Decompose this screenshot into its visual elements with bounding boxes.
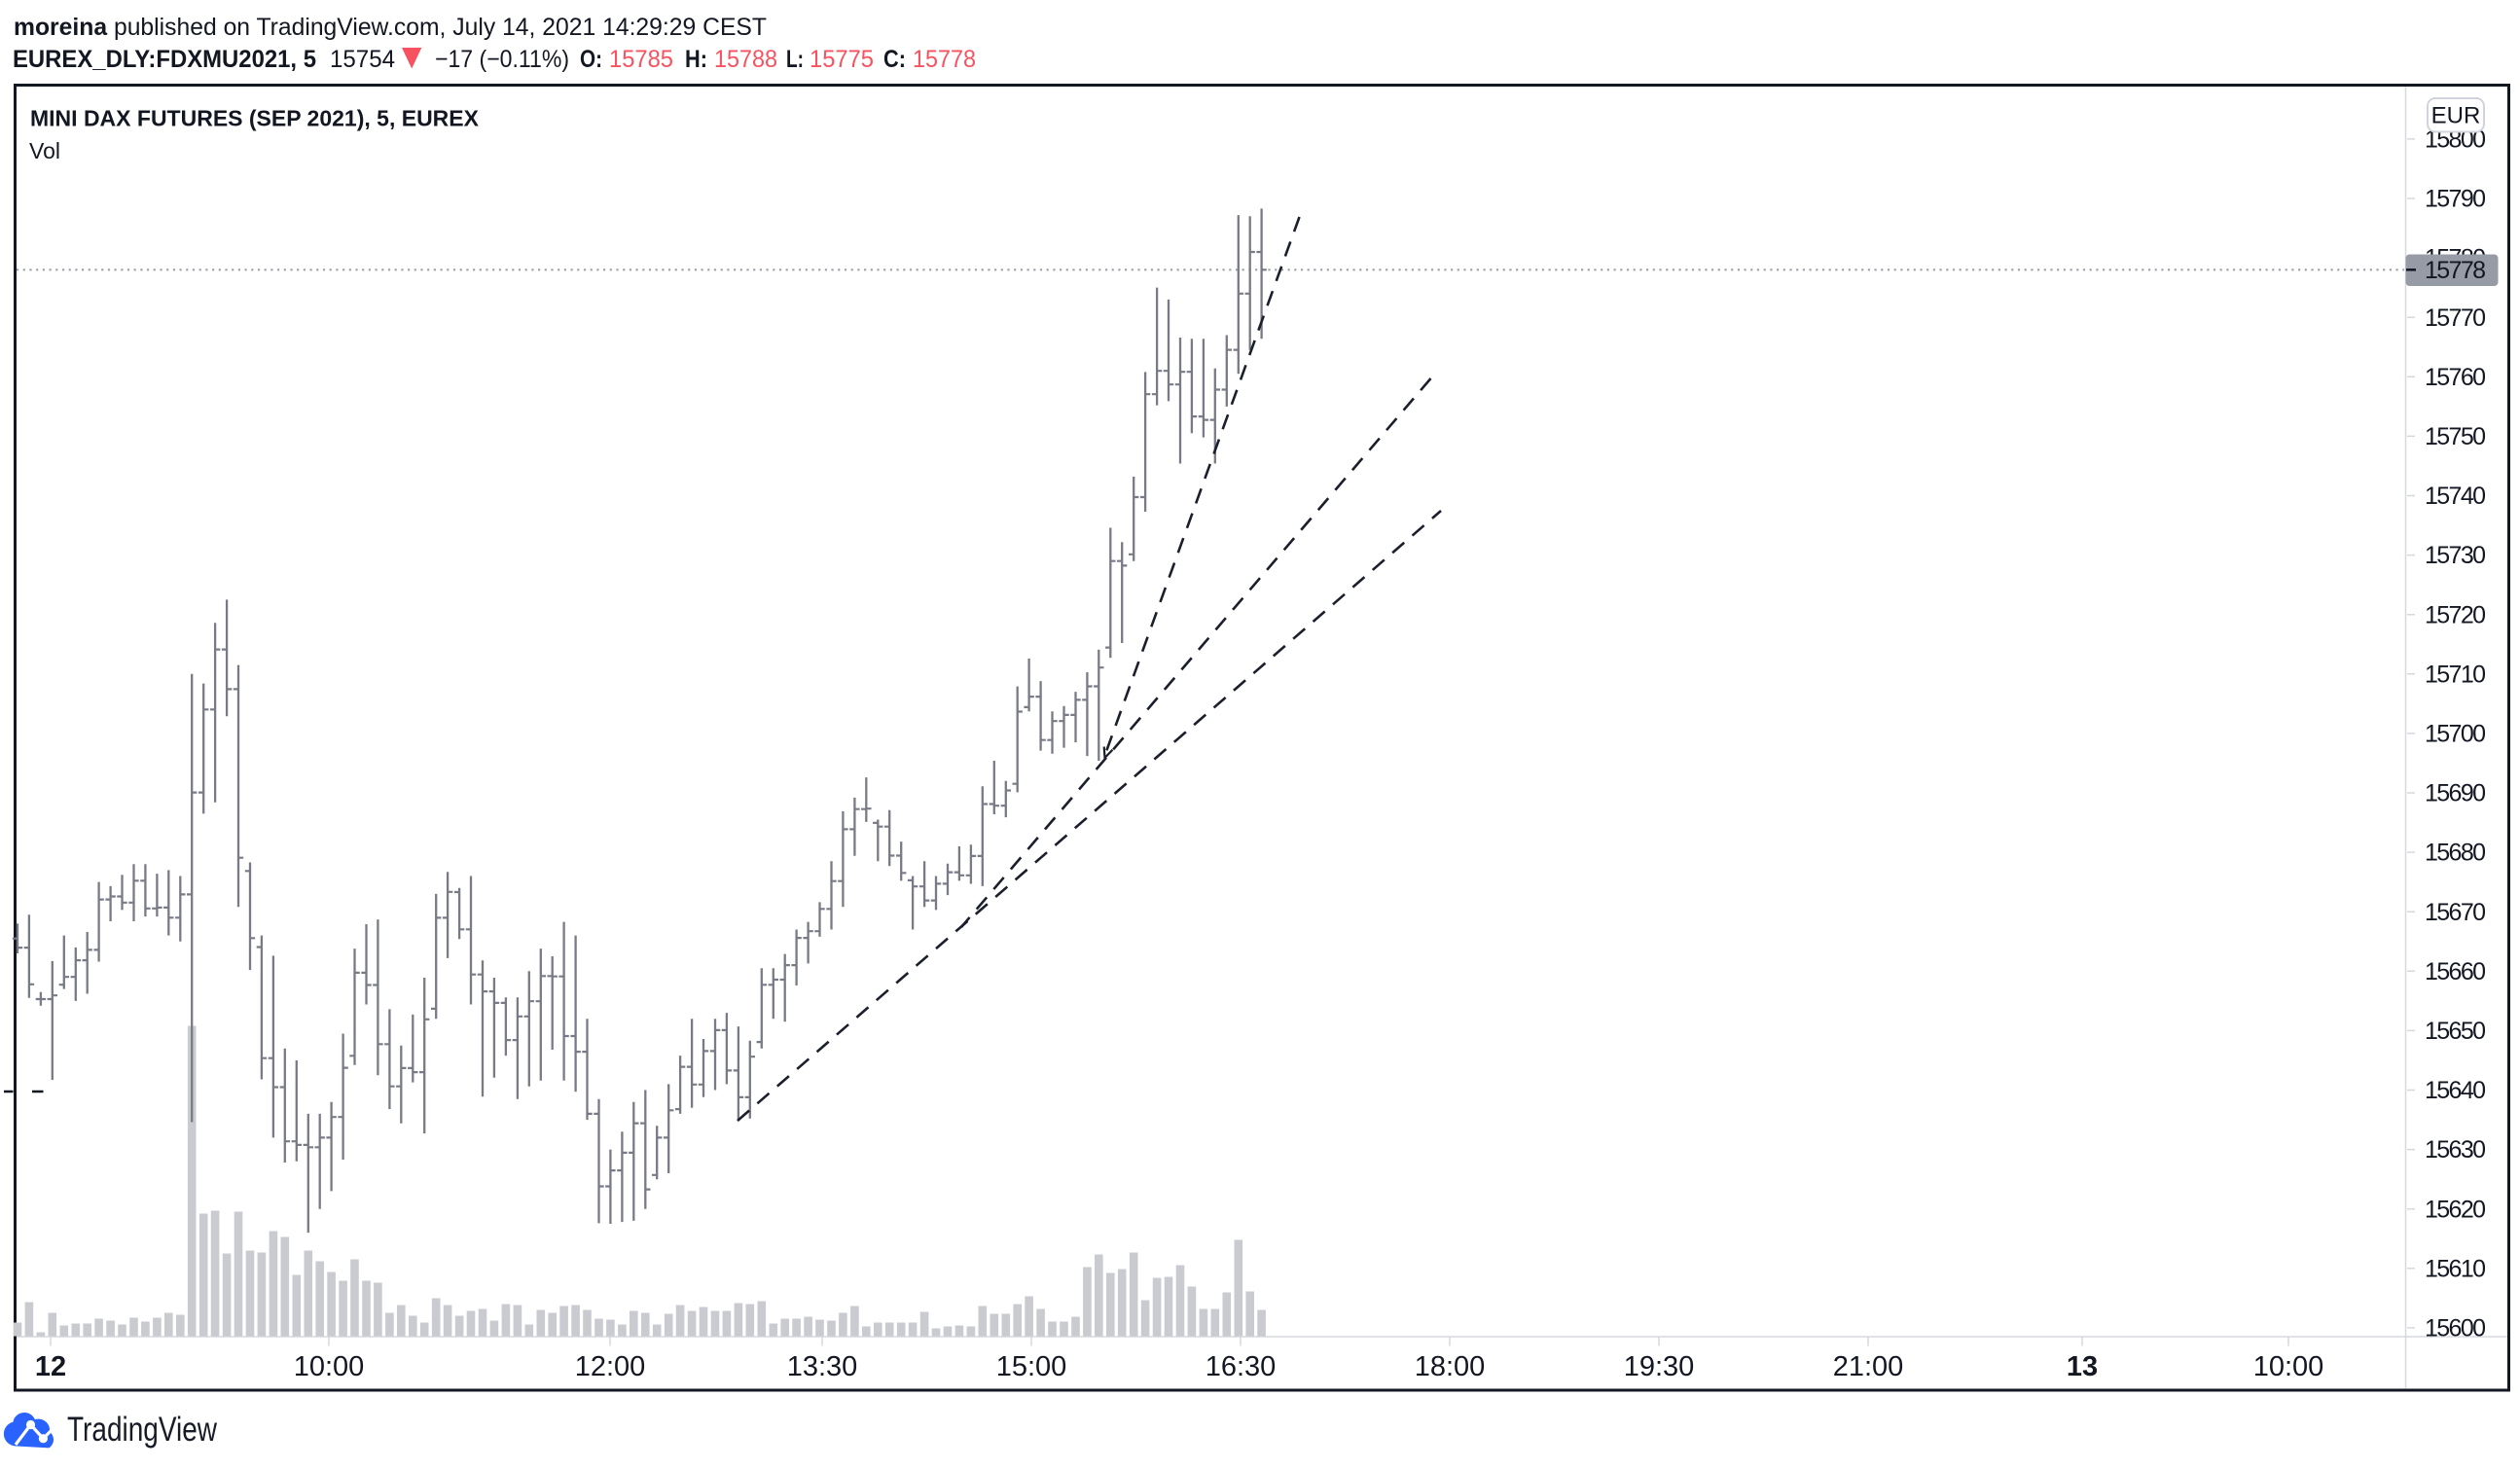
svg-text:15690: 15690 (2425, 780, 2486, 807)
svg-text:15600: 15600 (2425, 1315, 2486, 1343)
svg-text:MINI DAX FUTURES (SEP 2021), 5: MINI DAX FUTURES (SEP 2021), 5, EUREX (30, 106, 480, 131)
svg-text:15610: 15610 (2425, 1255, 2486, 1282)
svg-text:15730: 15730 (2425, 542, 2486, 569)
svg-text:EUR: EUR (2431, 103, 2481, 129)
svg-text:12: 12 (35, 1351, 66, 1382)
svg-text:TradingView: TradingView (67, 1411, 218, 1449)
svg-text:15630: 15630 (2425, 1136, 2486, 1164)
svg-text:15790: 15790 (2425, 186, 2486, 213)
svg-text:15750: 15750 (2425, 423, 2486, 450)
svg-text:12:00: 12:00 (575, 1351, 646, 1382)
svg-text:15640: 15640 (2425, 1077, 2486, 1104)
svg-text:15710: 15710 (2425, 661, 2486, 688)
svg-text:15660: 15660 (2425, 958, 2486, 985)
svg-text:moreina published on TradingVi: moreina published on TradingView.com, Ju… (14, 14, 767, 41)
svg-text:15760: 15760 (2425, 364, 2486, 391)
svg-text:Vol: Vol (29, 138, 60, 163)
svg-text:16:30: 16:30 (1206, 1351, 1277, 1382)
svg-text:15740: 15740 (2425, 483, 2486, 510)
svg-text:21:00: 21:00 (1833, 1351, 1904, 1382)
svg-text:EUREX_DLY:FDXMU2021, 5: EUREX_DLY:FDXMU2021, 5 (13, 46, 316, 73)
svg-text:18:00: 18:00 (1415, 1351, 1486, 1382)
svg-text:O:: O: (580, 46, 602, 73)
svg-text:H:: H: (685, 46, 707, 73)
svg-text:15700: 15700 (2425, 721, 2486, 748)
svg-text:15778: 15778 (2425, 257, 2486, 284)
svg-text:15775: 15775 (810, 46, 874, 73)
svg-text:15670: 15670 (2425, 899, 2486, 926)
svg-text:19:30: 19:30 (1624, 1351, 1695, 1382)
svg-text:15650: 15650 (2425, 1018, 2486, 1045)
svg-text:15788: 15788 (714, 46, 777, 73)
svg-text:10:00: 10:00 (2253, 1351, 2324, 1382)
svg-text:C:: C: (883, 46, 906, 73)
svg-text:13: 13 (2067, 1351, 2098, 1382)
svg-text:15754: 15754 (330, 46, 395, 73)
svg-text:15:00: 15:00 (996, 1351, 1067, 1382)
svg-text:13:30: 13:30 (787, 1351, 858, 1382)
svg-text:10:00: 10:00 (294, 1351, 365, 1382)
svg-text:15620: 15620 (2425, 1196, 2486, 1223)
svg-text:15720: 15720 (2425, 601, 2486, 628)
svg-text:−17 (−0.11%): −17 (−0.11%) (435, 46, 569, 73)
svg-text:15680: 15680 (2425, 840, 2486, 867)
svg-text:15778: 15778 (913, 46, 976, 73)
svg-text:15770: 15770 (2425, 304, 2486, 332)
svg-text:15785: 15785 (609, 46, 673, 73)
svg-text:L:: L: (786, 46, 804, 73)
